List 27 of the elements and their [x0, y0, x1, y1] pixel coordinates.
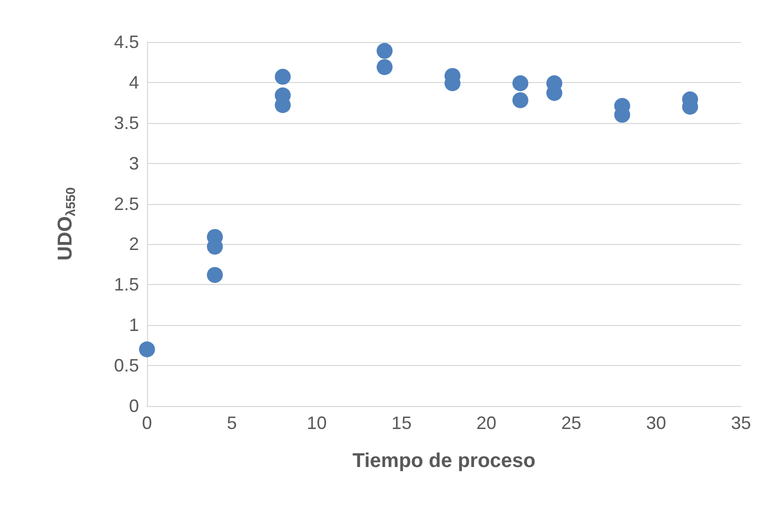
- x-tick-label: 25: [561, 413, 582, 433]
- point: [139, 341, 155, 358]
- point: [274, 68, 291, 85]
- y-tick-label: 1.5: [114, 274, 139, 295]
- y-tick-label: 4.5: [114, 32, 139, 52]
- y-tick-label: 0: [128, 396, 139, 416]
- y-tick-label: 3.5: [114, 112, 139, 133]
- y-tick-label: 4: [128, 72, 139, 92]
- y-tick-label: 3: [128, 153, 139, 174]
- y-axis-title: UDOλ550: [54, 187, 78, 261]
- x-tick-label: 10: [306, 413, 327, 433]
- x-tick-label: 0: [142, 413, 152, 433]
- y-tick-label: 1: [128, 315, 139, 336]
- point: [512, 92, 528, 108]
- y-tick-label: 0.5: [114, 356, 139, 376]
- x-tick-label: 20: [476, 413, 496, 433]
- x-tick-label: 15: [392, 413, 412, 433]
- x-tick-label: 30: [646, 413, 666, 433]
- point: [206, 266, 223, 283]
- point: [376, 59, 393, 76]
- y-tick-label: 2.5: [114, 194, 139, 214]
- point: [376, 42, 393, 59]
- y-tick-label: 2: [128, 234, 139, 254]
- x-tick-label: 35: [730, 413, 752, 433]
- point: [512, 75, 528, 92]
- x-axis-title: Tiempo de proceso: [352, 450, 536, 472]
- x-tick-label: 5: [226, 413, 237, 433]
